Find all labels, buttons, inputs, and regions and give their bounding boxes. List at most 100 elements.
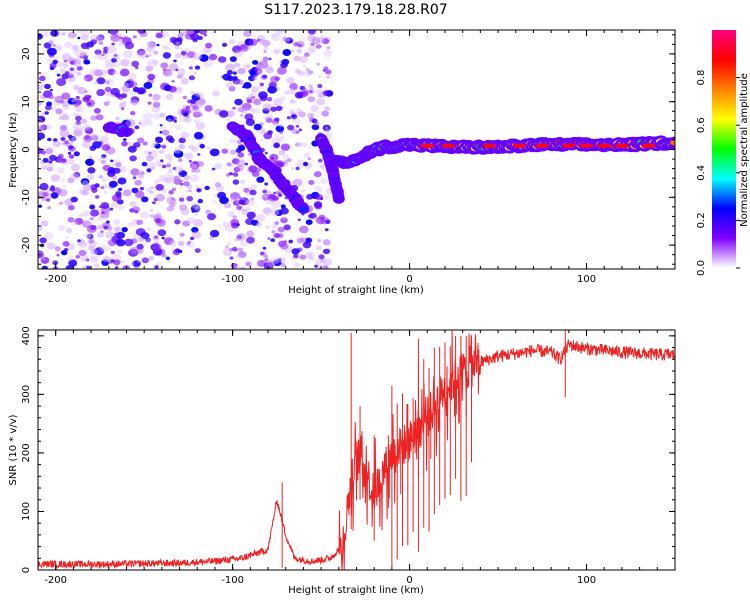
noise-speck xyxy=(222,73,232,81)
noise-speck xyxy=(128,73,137,80)
noise-speck xyxy=(272,256,280,262)
noise-speck xyxy=(197,189,201,192)
snr-x-label: Height of straight line (km) xyxy=(288,585,424,596)
noise-speck xyxy=(159,124,163,127)
ridge-core xyxy=(334,196,343,202)
noise-speck xyxy=(155,96,160,101)
noise-speck xyxy=(245,206,251,212)
noise-speck xyxy=(87,167,96,174)
noise-speck xyxy=(168,160,172,163)
noise-speck xyxy=(65,143,71,147)
noise-speck xyxy=(314,259,325,268)
noise-speck xyxy=(61,158,67,163)
noise-speck xyxy=(57,61,64,67)
noise-speck xyxy=(273,98,283,106)
noise-speck xyxy=(83,124,91,131)
noise-speck xyxy=(146,238,151,243)
noise-speck xyxy=(38,201,41,206)
noise-speck xyxy=(251,95,256,100)
noise-speck xyxy=(194,65,201,70)
noise-speck xyxy=(257,259,266,267)
noise-speck xyxy=(194,248,201,254)
noise-speck xyxy=(44,111,49,115)
noise-speck xyxy=(115,116,120,121)
noise-speck xyxy=(285,38,291,42)
noise-speck xyxy=(277,258,282,262)
noise-speck xyxy=(191,231,202,239)
noise-speck xyxy=(284,90,290,95)
noise-speck xyxy=(169,175,176,180)
noise-speck xyxy=(106,45,117,54)
ridge-core xyxy=(670,139,675,146)
noise-speck xyxy=(141,196,149,203)
noise-speck xyxy=(154,235,159,239)
y-tick-label: 0 xyxy=(21,146,32,152)
noise-speck xyxy=(131,60,140,68)
noise-speck xyxy=(317,94,322,98)
colorbar-label: Normalized spectral amplitude xyxy=(739,73,750,227)
noise-speck xyxy=(108,172,114,178)
noise-speck xyxy=(121,36,129,42)
noise-speck xyxy=(180,50,187,56)
noise-speck xyxy=(228,86,236,92)
noise-speck xyxy=(310,105,319,113)
noise-speck xyxy=(45,124,52,130)
noise-speck xyxy=(280,135,285,139)
noise-speck xyxy=(226,70,233,75)
noise-speck xyxy=(40,256,50,264)
spectrogram-marks xyxy=(38,30,675,269)
noise-speck xyxy=(229,247,234,252)
noise-speck xyxy=(177,240,185,247)
noise-speck xyxy=(113,61,121,68)
noise-speck xyxy=(191,210,195,213)
ridge-peak xyxy=(597,143,612,148)
y-tick-label: 20 xyxy=(21,48,32,61)
noise-speck xyxy=(293,254,299,259)
noise-speck xyxy=(234,62,241,68)
noise-speck xyxy=(186,30,196,36)
noise-speck xyxy=(46,47,57,56)
noise-speck xyxy=(294,68,301,74)
noise-speck xyxy=(178,137,186,144)
noise-speck xyxy=(169,36,178,44)
noise-speck xyxy=(296,108,303,113)
noise-speck xyxy=(199,54,209,62)
noise-speck xyxy=(173,59,177,63)
noise-speck xyxy=(166,196,177,205)
noise-speck xyxy=(232,45,242,54)
noise-speck xyxy=(194,206,201,211)
noise-speck xyxy=(190,236,195,241)
noise-speck xyxy=(117,205,125,211)
noise-speck xyxy=(324,128,331,133)
noise-speck xyxy=(121,107,125,110)
noise-speck xyxy=(322,239,331,246)
noise-speck xyxy=(139,186,145,191)
noise-speck xyxy=(324,228,329,232)
noise-speck xyxy=(154,218,161,224)
noise-speck xyxy=(114,232,119,237)
noise-speck xyxy=(122,101,127,105)
noise-speck xyxy=(182,95,187,100)
noise-speck xyxy=(96,231,105,238)
noise-speck xyxy=(173,165,184,173)
noise-speck xyxy=(322,90,330,96)
snr-y-ticks: 0 100 200 300 400 xyxy=(21,326,675,573)
noise-speck xyxy=(152,59,159,65)
noise-speck xyxy=(309,90,313,94)
noise-speck xyxy=(189,161,200,170)
noise-speck xyxy=(175,68,179,72)
noise-speck xyxy=(264,257,271,263)
noise-speck xyxy=(44,162,55,171)
noise-speck xyxy=(168,85,177,93)
noise-speck xyxy=(92,257,96,260)
noise-speck xyxy=(48,94,54,100)
noise-speck xyxy=(62,63,69,68)
noise-speck xyxy=(161,144,167,149)
noise-speck xyxy=(271,224,277,229)
noise-speck xyxy=(152,95,160,102)
noise-speck xyxy=(130,262,135,266)
noise-speck xyxy=(172,116,178,121)
noise-speck xyxy=(171,80,175,83)
noise-speck xyxy=(264,182,269,186)
noise-speck xyxy=(83,232,92,240)
